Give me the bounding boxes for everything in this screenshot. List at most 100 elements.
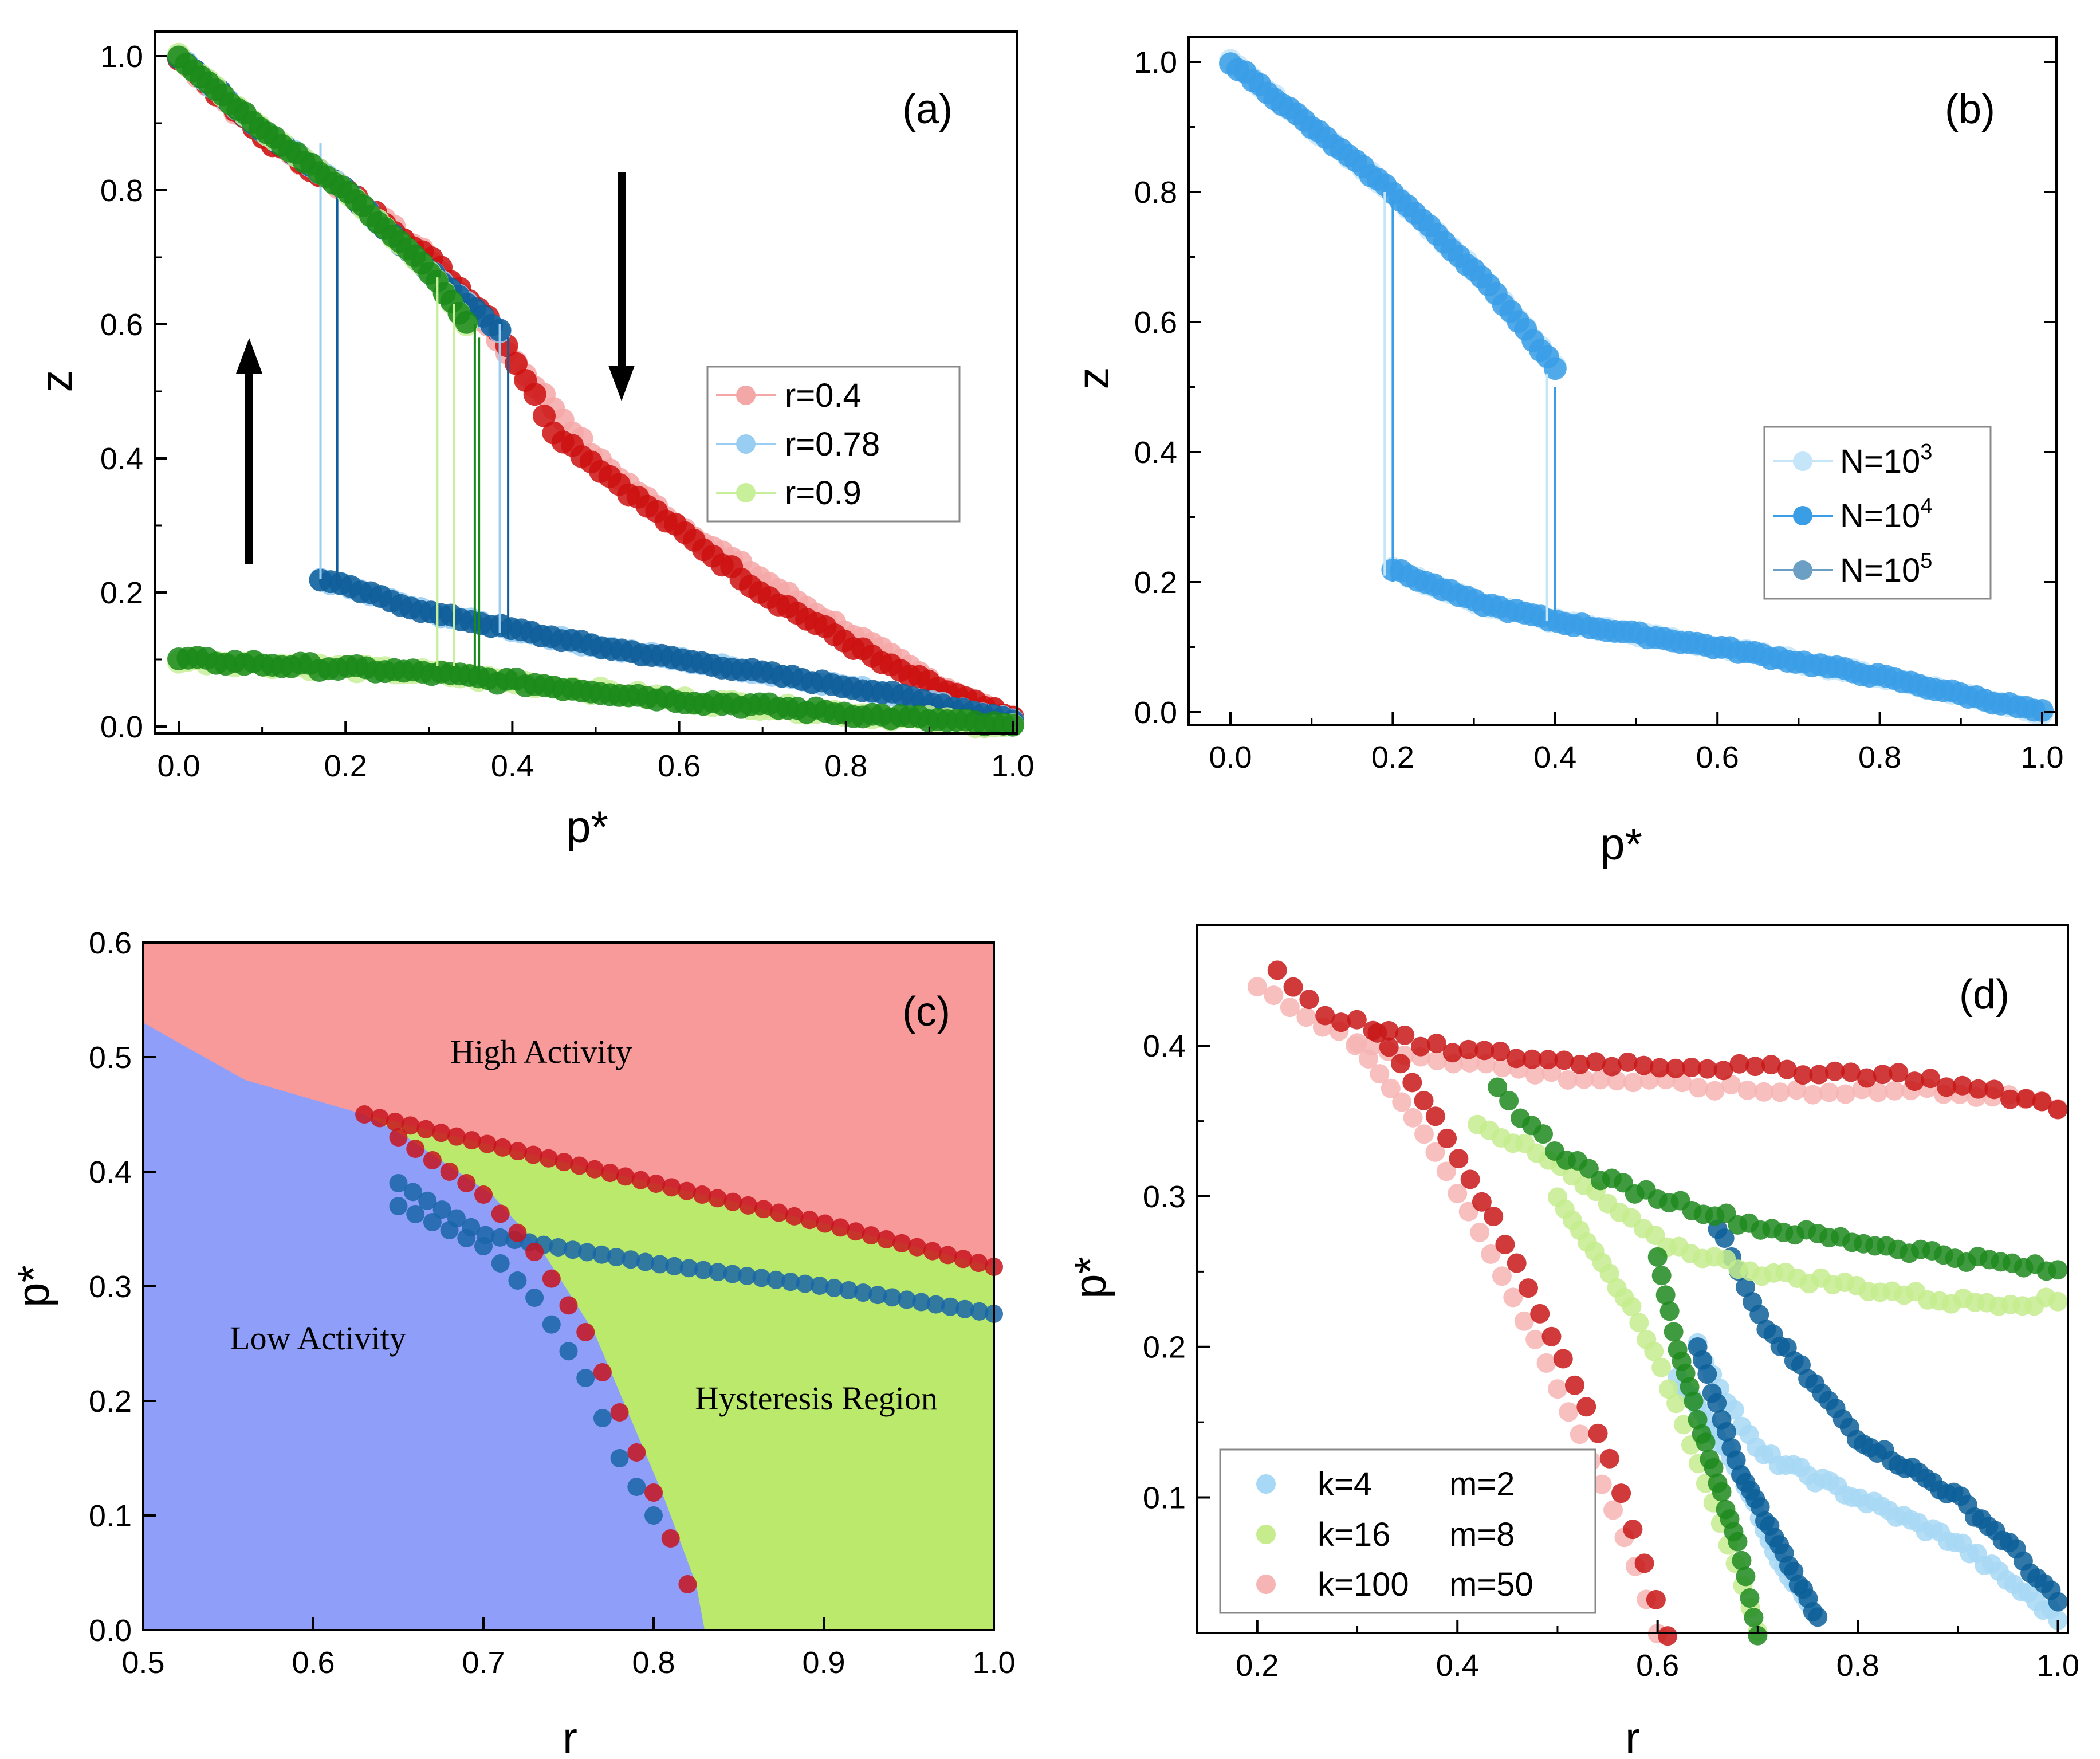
legend-marker-k16 bbox=[1256, 1525, 1276, 1544]
red-boundary-marker bbox=[677, 1181, 696, 1200]
legend-entry-k100: k=100 m=50 bbox=[1256, 1566, 1533, 1603]
red-boundary-marker bbox=[440, 1163, 459, 1181]
k100-marker bbox=[2016, 1089, 2036, 1109]
red-boundary-marker bbox=[585, 1160, 604, 1179]
legend-entry-k4: k=4 m=2 bbox=[1256, 1466, 1515, 1503]
blue-boundary-marker bbox=[781, 1273, 800, 1291]
legend-label-n-1e3-base: N=10 bbox=[1840, 443, 1920, 480]
k16-marker bbox=[1748, 1625, 1768, 1646]
k100-marker bbox=[1530, 1303, 1550, 1324]
k100-marker bbox=[1873, 1065, 1893, 1085]
panel-c-plot-marks bbox=[355, 1105, 1003, 1593]
k16-marker bbox=[1740, 1588, 1760, 1608]
panel-a-xlabel: p* bbox=[566, 802, 608, 852]
red-boundary-marker bbox=[524, 1145, 542, 1164]
k100-marker bbox=[1745, 1057, 1765, 1077]
panel-d-legend-box bbox=[1219, 1448, 1596, 1614]
k100-marker bbox=[1299, 990, 1319, 1010]
blue-boundary-marker bbox=[432, 1200, 451, 1219]
y-tick-label: 0.2 bbox=[1143, 1330, 1186, 1365]
blue-boundary-marker bbox=[627, 1478, 646, 1496]
blue-boundary-marker bbox=[941, 1297, 959, 1316]
k100-marker bbox=[1411, 1036, 1431, 1057]
y-tick-label: 0.1 bbox=[1143, 1481, 1186, 1515]
legend-label-n-1e5: N=105 bbox=[1840, 549, 1932, 589]
red-boundary-marker bbox=[457, 1174, 476, 1192]
x-tick-label: 1.0 bbox=[972, 1646, 1015, 1680]
k100-marker bbox=[1558, 1070, 1578, 1090]
k100-marker bbox=[1688, 1078, 1708, 1098]
k100-marker bbox=[1547, 1379, 1567, 1399]
blue-boundary-marker bbox=[389, 1197, 408, 1215]
x-tick-label: 0.8 bbox=[824, 749, 867, 783]
panel-b-label: (b) bbox=[1945, 87, 1995, 132]
k100-marker bbox=[1403, 1108, 1423, 1128]
red-boundary-marker bbox=[627, 1443, 646, 1462]
k100-marker bbox=[1472, 1192, 1492, 1212]
red-boundary-marker bbox=[631, 1171, 650, 1189]
panel-a-ylabel: z bbox=[31, 370, 81, 392]
k100-marker bbox=[1283, 977, 1303, 997]
k100-marker bbox=[1264, 985, 1284, 1006]
blue-boundary-marker bbox=[723, 1265, 742, 1283]
k100-marker bbox=[1602, 1057, 1622, 1077]
red-boundary-marker bbox=[370, 1109, 389, 1128]
red-boundary-marker bbox=[555, 1153, 573, 1172]
blue-boundary-marker bbox=[423, 1213, 442, 1231]
k100-marker bbox=[1426, 1034, 1446, 1054]
blue-boundary-marker bbox=[694, 1261, 713, 1279]
k100-marker bbox=[1458, 1039, 1478, 1059]
k100-marker bbox=[1570, 1424, 1590, 1444]
panel-d-ticks: 0.2 0.4 0.6 0.8 1.0 0.1 0.2 0.3 0.4 bbox=[1143, 1029, 2079, 1683]
blue-boundary-marker bbox=[491, 1254, 510, 1273]
legend-label-m50: m=50 bbox=[1449, 1566, 1533, 1603]
red-boundary-marker bbox=[432, 1124, 451, 1142]
region-low-activity bbox=[143, 1023, 705, 1630]
red-boundary-marker bbox=[708, 1189, 727, 1208]
blue-boundary-marker bbox=[796, 1274, 815, 1293]
legend-label-n-1e5-exp: 5 bbox=[1920, 549, 1932, 573]
blue-boundary-marker bbox=[418, 1191, 437, 1210]
panel-c-label: (c) bbox=[902, 989, 950, 1035]
blue-boundary-marker bbox=[490, 1228, 509, 1247]
legend-label-m2: m=2 bbox=[1449, 1466, 1515, 1503]
k100-marker bbox=[1936, 1077, 1956, 1097]
panel-c-ticks: 0.5 0.6 0.7 0.8 0.9 1.0 0.0 0.1 0.2 0.3 0.4 0.5 0.6 bbox=[89, 926, 1016, 1680]
k16-marker bbox=[1488, 1077, 1508, 1097]
k100-marker bbox=[1559, 1402, 1579, 1422]
k16-marker bbox=[1712, 1482, 1732, 1502]
k100-marker bbox=[1536, 1353, 1556, 1373]
k100-marker bbox=[1658, 1626, 1678, 1646]
k100-marker bbox=[1868, 1082, 1888, 1102]
k100-marker bbox=[1857, 1068, 1877, 1088]
panel-c: 0.5 0.6 0.7 0.8 0.9 1.00.00.10.20.30.40.50.6 … bbox=[8, 926, 1016, 1759]
y-tick-label: 0.2 bbox=[89, 1384, 132, 1419]
k100-marker bbox=[1705, 1081, 1725, 1101]
legend-label-k4: k=4 bbox=[1318, 1466, 1372, 1503]
blue-boundary-marker bbox=[650, 1255, 669, 1274]
y-tick-label: 0.1 bbox=[89, 1499, 132, 1533]
r0.9-marker bbox=[455, 311, 478, 334]
k100-marker bbox=[1381, 1078, 1401, 1098]
legend-label-n-1e4: N=104 bbox=[1840, 494, 1932, 535]
blue-boundary-marker bbox=[970, 1302, 989, 1321]
blue-boundary-marker bbox=[559, 1342, 578, 1361]
legend-entry-k16: k=16 m=8 bbox=[1256, 1516, 1515, 1553]
k100-marker bbox=[1634, 1055, 1654, 1075]
k100-marker bbox=[1470, 1222, 1490, 1242]
blue-boundary-marker bbox=[549, 1238, 568, 1257]
k100-marker bbox=[1492, 1266, 1512, 1286]
k100-marker bbox=[1553, 1349, 1573, 1369]
k100-marker bbox=[1570, 1054, 1590, 1074]
red-boundary-marker bbox=[723, 1192, 742, 1211]
k100-marker bbox=[1507, 1253, 1527, 1273]
red-boundary-marker bbox=[542, 1269, 561, 1288]
x-tick-label: 0.8 bbox=[1858, 740, 1901, 775]
legend-entry-n-1e5: N=105 bbox=[1773, 549, 1932, 589]
panel-d-xlabel: r bbox=[1625, 1713, 1640, 1759]
k100-marker bbox=[1646, 1589, 1666, 1609]
panel-d-plot-marks bbox=[1247, 960, 2068, 1646]
k16-marker bbox=[1659, 1301, 1680, 1321]
panel-a-label: (a) bbox=[902, 87, 953, 132]
k100-marker bbox=[1449, 1149, 1469, 1169]
